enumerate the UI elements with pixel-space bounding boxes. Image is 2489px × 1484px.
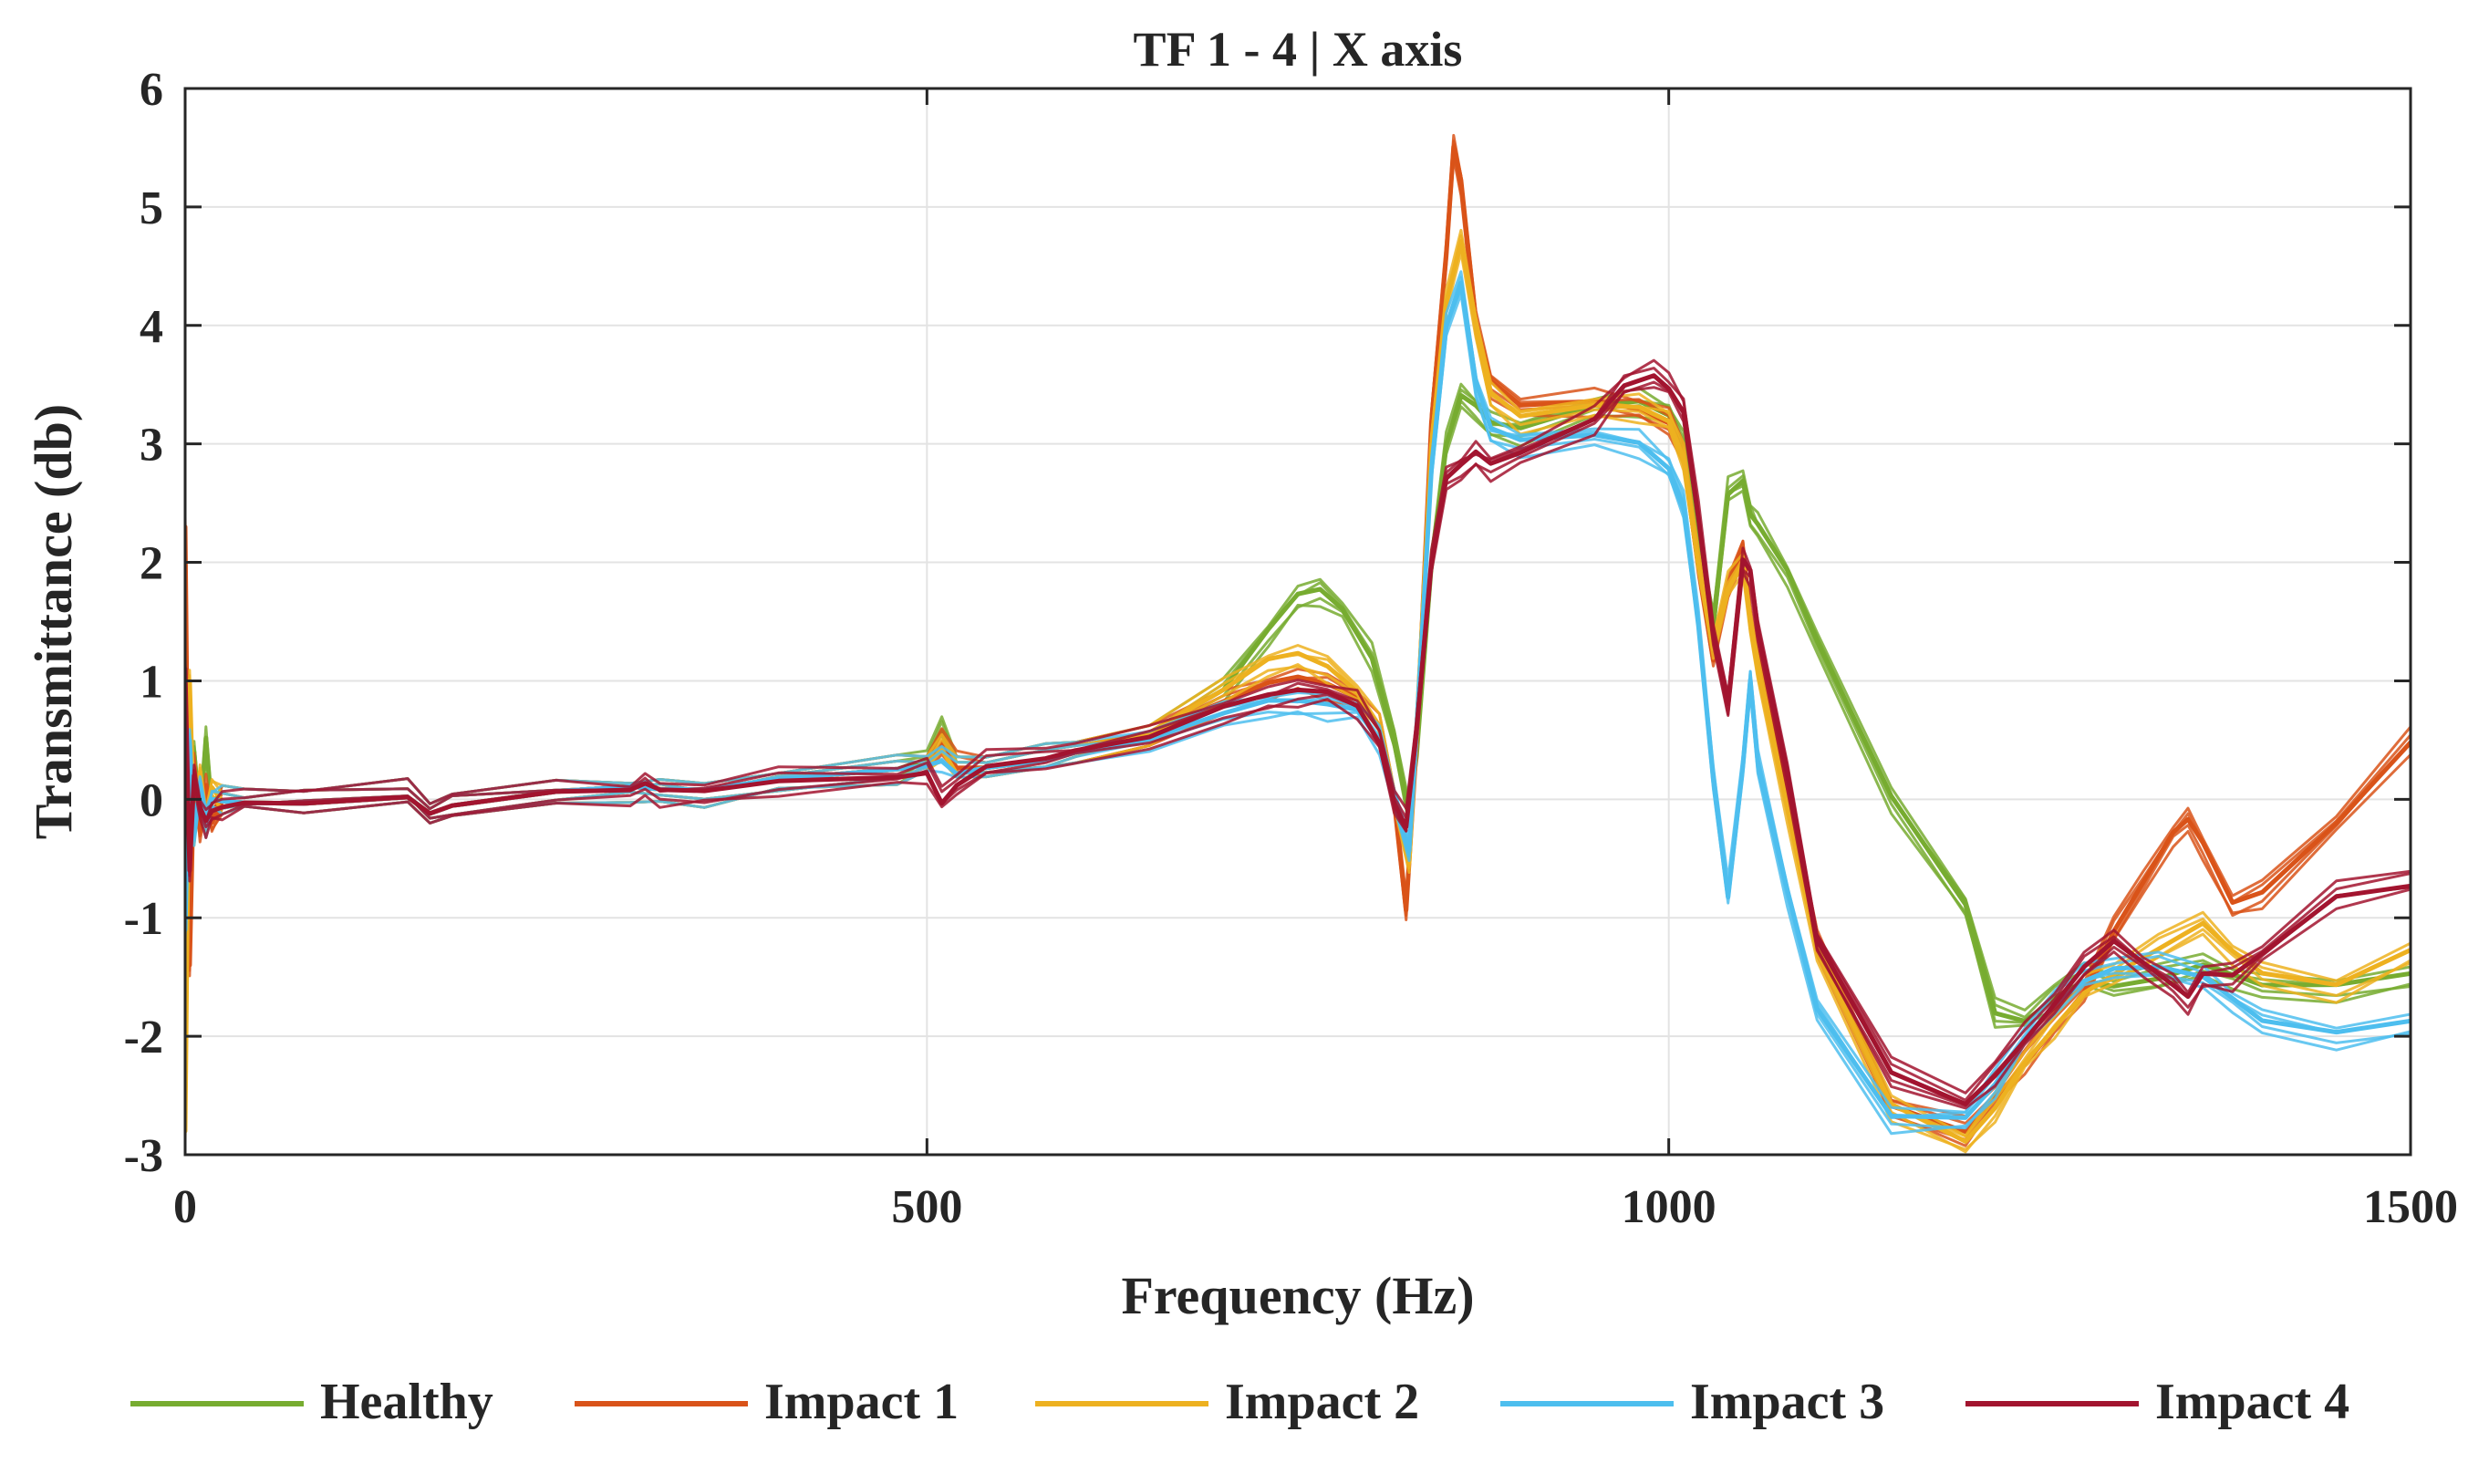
x-tick-label: 500 <box>891 1181 962 1233</box>
series-impact-4 <box>185 358 2411 1110</box>
series-line <box>185 358 2411 1095</box>
legend-label: Healthy <box>320 1374 493 1430</box>
y-tick-label: 6 <box>140 64 163 116</box>
legend-label: Impact 1 <box>764 1374 959 1430</box>
series-lines <box>185 133 2411 1154</box>
x-tick-label: 1000 <box>1622 1181 1716 1233</box>
axis-ticks: -3 -2 -1 0 1 2 3 4 5 6 0 500 1000 1500 <box>124 64 2458 1233</box>
legend-label: Impact 3 <box>1690 1374 1884 1430</box>
y-tick-label: 3 <box>140 420 163 472</box>
y-tick-label: -2 <box>124 1012 163 1064</box>
y-tick-label: -1 <box>124 893 163 945</box>
x-axis-label: Frequency (Hz) <box>1121 1266 1474 1325</box>
legend-label: Impact 2 <box>1225 1374 1419 1430</box>
y-axis-label: Transmittance (db) <box>24 404 83 839</box>
legend-label: Impact 4 <box>2155 1374 2349 1430</box>
x-tick-label: 0 <box>173 1181 197 1233</box>
y-tick-label: 4 <box>140 301 163 353</box>
y-tick-label: 5 <box>140 182 163 234</box>
y-tick-label: 1 <box>140 656 163 708</box>
y-tick-label: -3 <box>124 1130 163 1182</box>
legend: Healthy Impact 1 Impact 2 Impact 3 Impact 4 <box>130 1374 2349 1430</box>
chart-title: TF 1 - 4 | X axis <box>1134 22 1463 77</box>
plot-frame <box>183 87 2412 1157</box>
y-tick-label: 2 <box>140 538 163 590</box>
y-tick-label: 0 <box>140 774 163 826</box>
x-tick-label: 1500 <box>2363 1181 2458 1233</box>
